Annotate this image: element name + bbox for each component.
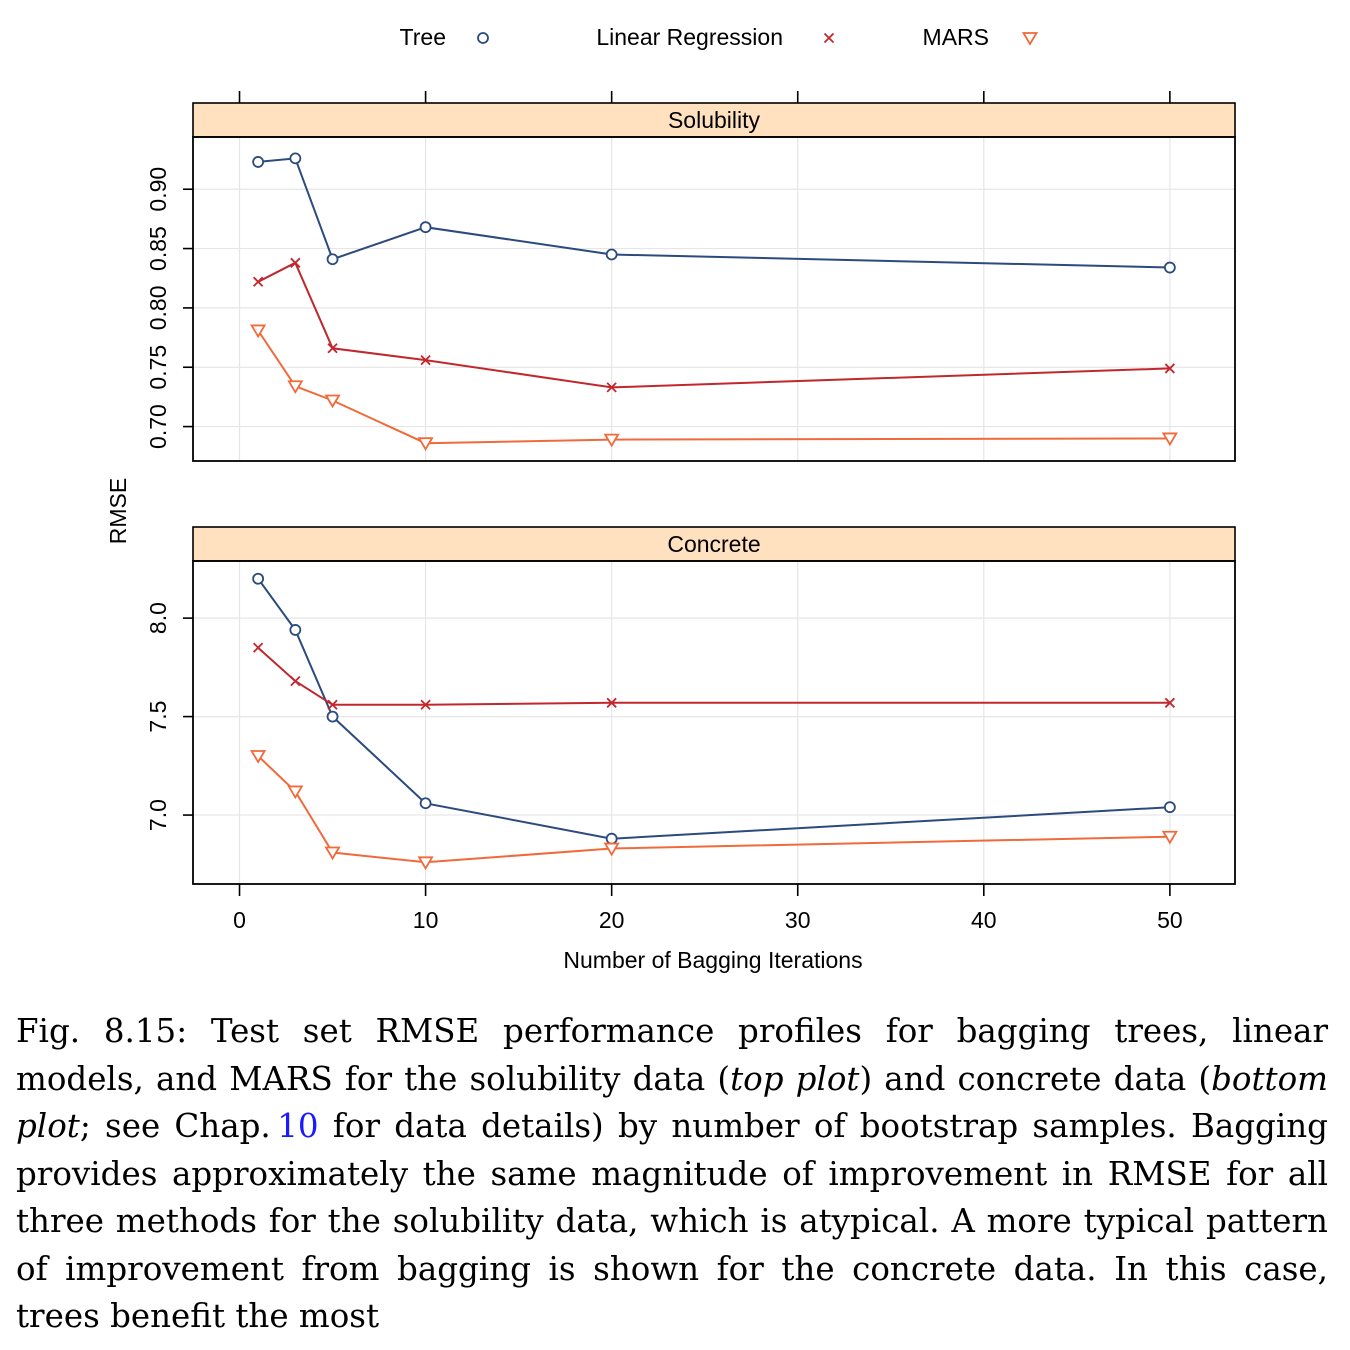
strip-title: Solubility — [668, 107, 761, 133]
data-point — [603, 842, 620, 857]
data-point — [290, 257, 301, 268]
data-point — [324, 394, 341, 409]
strip-title: Concrete — [667, 531, 760, 557]
data-point — [1161, 830, 1178, 845]
data-point — [605, 248, 618, 261]
series-mars — [250, 750, 1178, 871]
gridlines — [193, 561, 1235, 884]
y-tick-label: 0.75 — [145, 345, 171, 390]
data-point — [1161, 432, 1178, 447]
legend-triangle-down-icon — [1021, 32, 1039, 46]
data-point — [603, 433, 620, 448]
caption-italic-top: top plot — [730, 1059, 860, 1098]
data-point — [287, 380, 304, 395]
series-line — [258, 157, 1170, 269]
caption-text-4: for data details) by number of bootstrap… — [16, 1107, 1328, 1335]
y-tick-label: 0.70 — [145, 404, 171, 449]
y-tick-label: 0.85 — [145, 226, 171, 271]
series-tree — [252, 152, 1176, 274]
series-linear-regression — [252, 257, 1176, 393]
x-tick-label: 10 — [413, 907, 439, 933]
data-point — [252, 572, 265, 585]
data-point — [420, 699, 431, 710]
data-point — [252, 276, 264, 287]
legend-cross-icon — [823, 32, 835, 44]
data-point — [419, 797, 432, 810]
panel-frame — [192, 560, 1236, 885]
y-tick-label: 0.80 — [145, 286, 171, 331]
data-point — [252, 156, 265, 168]
strip-solubility — [192, 102, 1236, 138]
chapter-reference-link[interactable]: 10 — [277, 1107, 319, 1145]
legend-label-tree: Tree — [400, 24, 446, 50]
data-point — [326, 710, 339, 723]
data-point — [289, 152, 302, 165]
data-point — [250, 324, 267, 339]
data-point — [606, 382, 617, 393]
data-point — [1164, 697, 1176, 708]
x-tick-label: 20 — [599, 907, 625, 933]
series-line — [257, 329, 1170, 445]
x-tick-label: 40 — [971, 907, 997, 933]
data-point — [326, 253, 339, 266]
data-point — [1163, 261, 1176, 274]
data-point — [605, 832, 618, 845]
legend-label-linear-regression: Linear Regression — [596, 24, 783, 50]
y-tick-label: 7.0 — [145, 799, 171, 831]
data-point — [327, 343, 338, 354]
panel-solubility: Solubility 0.70 0.75 0.80 0.85 0.90 — [145, 102, 1236, 462]
bagging-rmse-chart: Tree Linear Regression MARS Solubility 0.70… — [105, 24, 1236, 973]
y-axis-label: RMSE — [105, 478, 131, 544]
data-point — [419, 221, 432, 234]
caption-text-2: ) and concrete data ( — [859, 1059, 1212, 1098]
panel-concrete: Concrete 7.0 7.5 8.0 — [145, 526, 1236, 885]
data-point — [289, 624, 302, 636]
gridlines — [193, 137, 1235, 461]
y-tick-label: 7.5 — [145, 701, 171, 733]
data-point — [417, 437, 434, 451]
caption-text-1: Test set RMSE performance profiles for b… — [16, 1012, 1328, 1098]
legend-label-mars: MARS — [923, 24, 989, 50]
strip-concrete — [192, 526, 1236, 562]
legend-circle-icon — [477, 32, 489, 44]
caption-text-3: ; see Chap. — [79, 1107, 271, 1145]
series-tree — [252, 572, 1176, 845]
series-line — [257, 646, 1170, 706]
x-tick-label: 0 — [233, 907, 246, 933]
data-point — [287, 785, 304, 800]
data-point — [250, 750, 267, 764]
data-point — [420, 354, 431, 366]
x-tick-label: 30 — [785, 907, 811, 933]
series-line — [257, 578, 1170, 840]
y-tick-label: 0.90 — [145, 167, 171, 212]
series-line — [257, 261, 1170, 389]
data-point — [290, 676, 301, 687]
caption-italic-bottom: bottom plot — [16, 1059, 1328, 1146]
legend: Tree Linear Regression MARS — [400, 24, 1039, 50]
data-point — [417, 856, 434, 871]
caption-label: Fig. 8.15: — [16, 1012, 188, 1050]
series-linear-regression — [252, 642, 1176, 710]
panel-frame — [192, 136, 1236, 462]
data-point — [606, 697, 617, 708]
x-axis: 0 10 20 30 40 50 — [233, 91, 1183, 933]
y-tick-label: 8.0 — [145, 602, 171, 634]
data-point — [252, 642, 264, 653]
data-point — [1164, 363, 1176, 374]
series-line — [257, 755, 1170, 864]
data-point — [327, 699, 338, 710]
x-axis-label: Number of Bagging Iterations — [563, 947, 862, 973]
series-mars — [250, 324, 1178, 451]
x-tick-label: 50 — [1157, 907, 1183, 933]
panels: Solubility 0.70 0.75 0.80 0.85 0.90 Concrete 7.… — [145, 102, 1236, 885]
figure-caption: Fig. 8.15: Test set RMSE performance pro… — [16, 1008, 1328, 1341]
data-point — [1163, 801, 1176, 814]
data-point — [324, 846, 341, 861]
